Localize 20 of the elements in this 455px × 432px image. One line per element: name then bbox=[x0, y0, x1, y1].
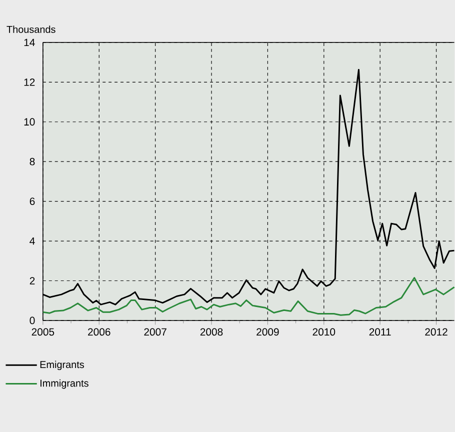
legend-label: Immigrants bbox=[40, 379, 88, 389]
y-axis-title: Thousands bbox=[6, 25, 56, 33]
y-tick-label: 14 bbox=[24, 38, 35, 46]
x-tick-label: 2009 bbox=[256, 328, 279, 336]
y-tick-label: 4 bbox=[30, 237, 35, 244]
y-tick-label: 6 bbox=[30, 197, 35, 205]
y-tick-label: 2 bbox=[30, 276, 35, 284]
x-tick-label: 2012 bbox=[425, 328, 448, 336]
x-tick-label: 2005 bbox=[32, 328, 54, 336]
x-tick-label: 2006 bbox=[88, 328, 110, 336]
x-tick-label: 2008 bbox=[200, 328, 223, 336]
y-tick-label: 8 bbox=[30, 158, 35, 166]
x-tick-label: 2011 bbox=[369, 328, 391, 336]
line-series bbox=[42, 276, 455, 316]
legend-label: Emigrants bbox=[40, 360, 84, 370]
y-tick-label: 10 bbox=[24, 118, 35, 126]
y-tick-label: 0 bbox=[30, 316, 35, 324]
x-tick-label: 2010 bbox=[312, 328, 336, 336]
y-tick-label: 12 bbox=[24, 78, 35, 86]
x-tick-label: 2007 bbox=[144, 328, 166, 336]
